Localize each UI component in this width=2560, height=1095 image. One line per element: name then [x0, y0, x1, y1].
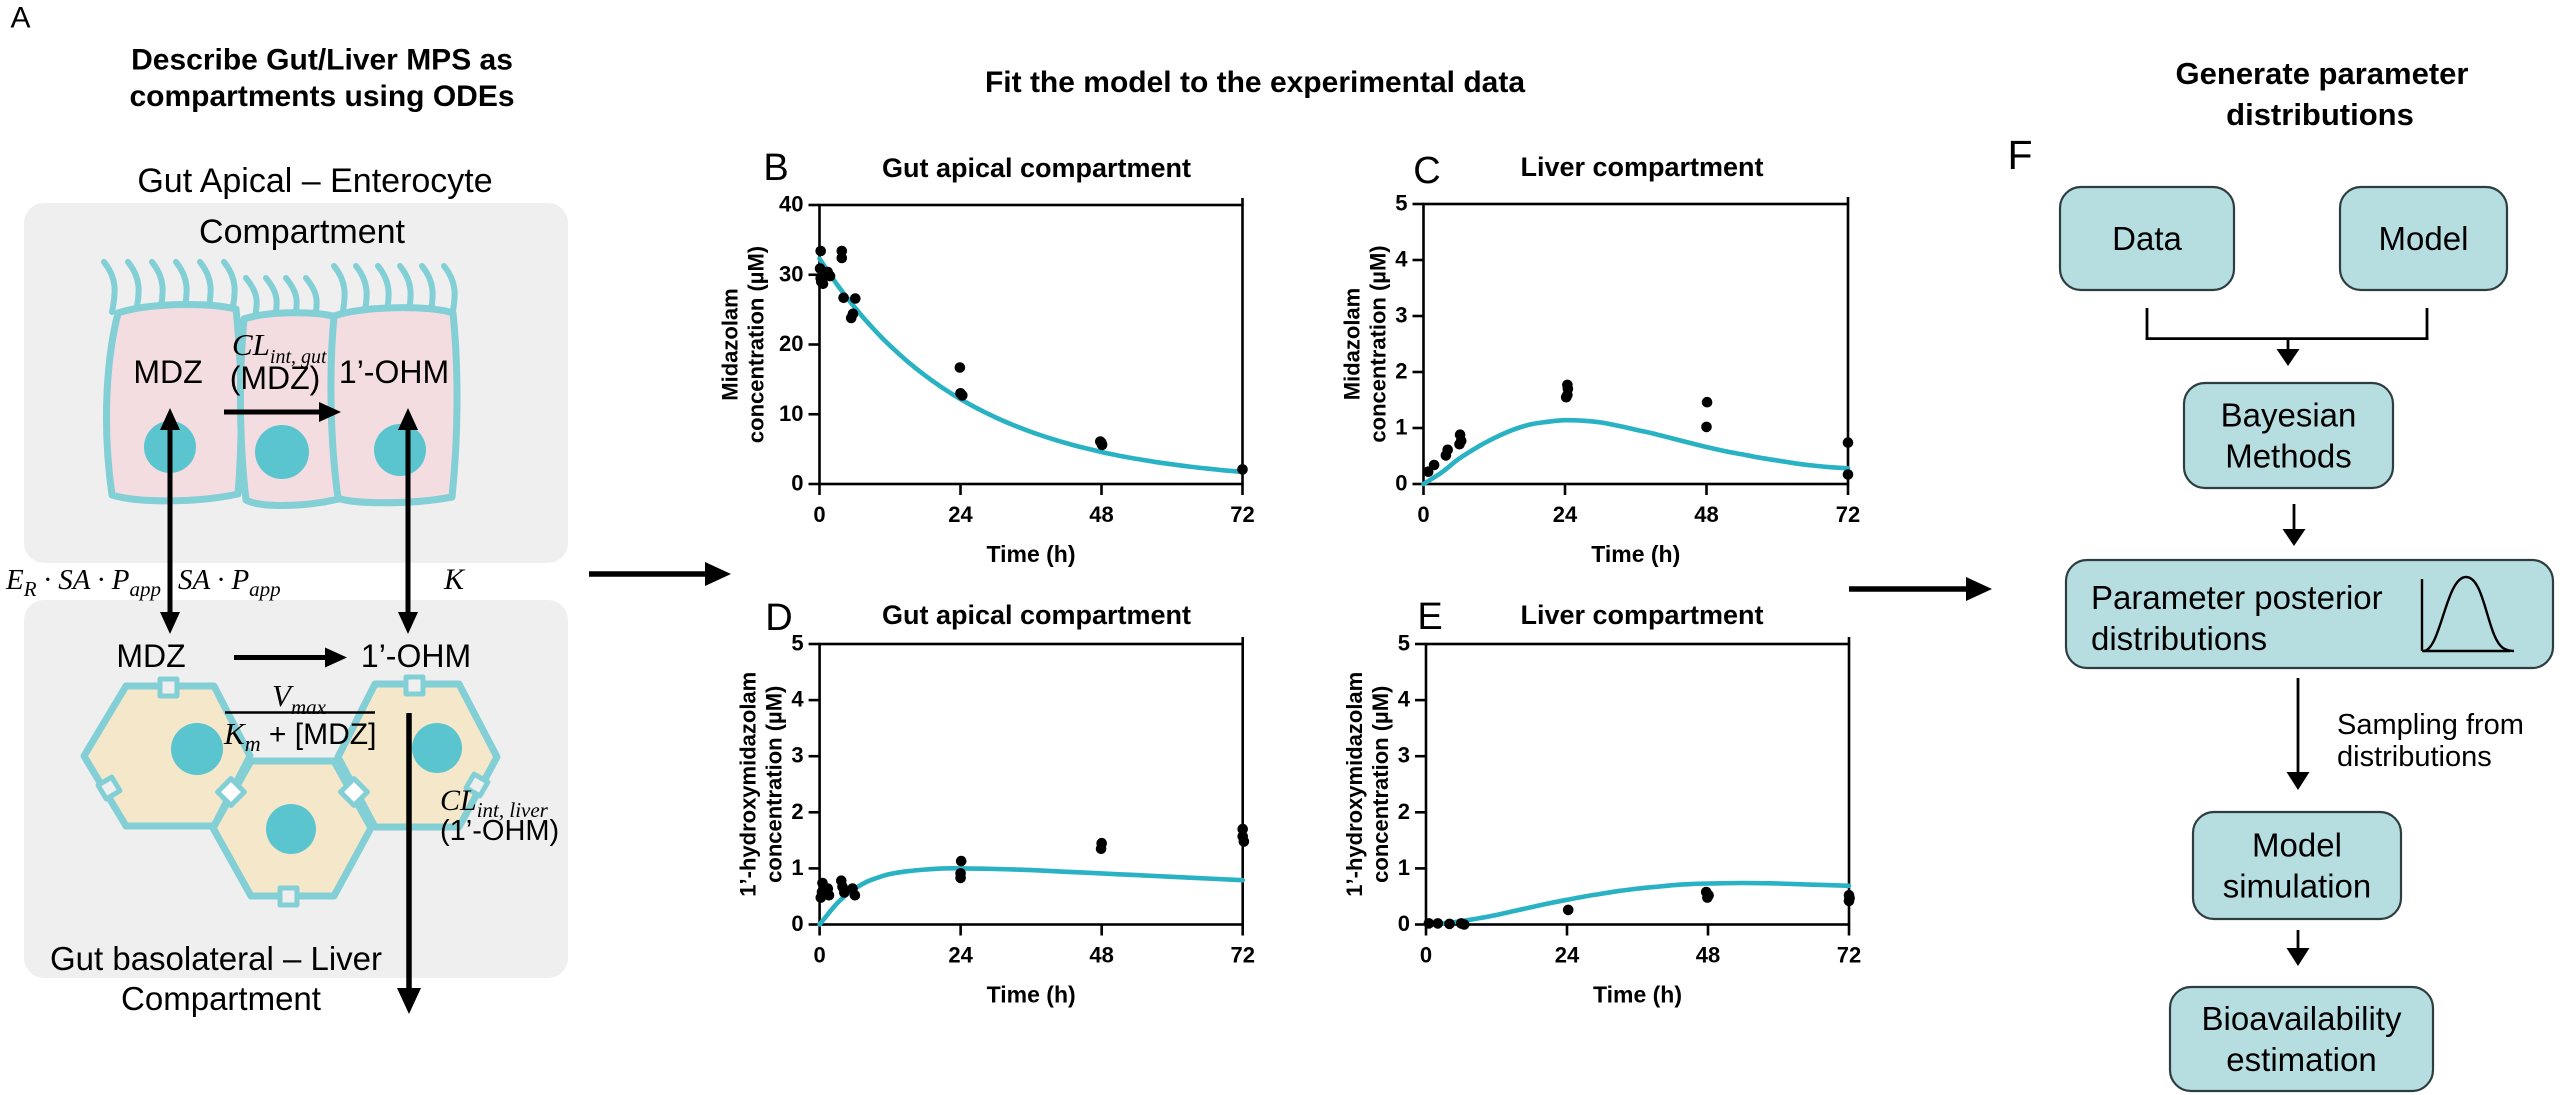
- svg-text:B: B: [763, 147, 788, 189]
- svg-text:D: D: [765, 597, 792, 639]
- svg-text:F: F: [2007, 132, 2032, 178]
- svg-text:Time (h): Time (h): [986, 541, 1075, 567]
- svg-text:0: 0: [1420, 943, 1432, 968]
- svg-text:Compartment: Compartment: [199, 213, 406, 251]
- svg-text:Sampling from: Sampling from: [2337, 709, 2524, 741]
- svg-text:0: 0: [791, 471, 803, 496]
- svg-text:Bioavailability: Bioavailability: [2202, 1000, 2402, 1037]
- svg-text:concentration (µM): concentration (µM): [1366, 245, 1391, 442]
- svg-text:(MDZ): (MDZ): [230, 360, 321, 396]
- svg-text:Gut basolateral – Liver: Gut basolateral – Liver: [50, 940, 382, 977]
- svg-text:ER · SA · Papp: ER · SA · Papp: [5, 564, 161, 601]
- svg-text:Generate parameter: Generate parameter: [2176, 56, 2469, 91]
- svg-text:Gut Apical – Enterocyte: Gut Apical – Enterocyte: [137, 162, 492, 200]
- svg-text:1’-OHM: 1’-OHM: [361, 638, 471, 674]
- svg-text:0: 0: [1395, 471, 1407, 496]
- svg-text:0: 0: [813, 502, 825, 527]
- svg-text:10: 10: [779, 401, 803, 426]
- svg-text:48: 48: [1696, 943, 1720, 968]
- svg-text:distributions: distributions: [2337, 741, 2492, 773]
- svg-text:Midazolam: Midazolam: [1340, 288, 1365, 400]
- svg-text:24: 24: [1553, 502, 1578, 527]
- svg-text:1’-hydroxymidazolam: 1’-hydroxymidazolam: [1342, 672, 1367, 897]
- svg-text:0: 0: [1398, 911, 1410, 936]
- svg-text:72: 72: [1230, 502, 1254, 527]
- svg-text:48: 48: [1089, 943, 1113, 968]
- svg-text:72: 72: [1230, 943, 1254, 968]
- svg-text:30: 30: [779, 261, 803, 286]
- svg-text:concentration (µM): concentration (µM): [1368, 686, 1393, 883]
- svg-text:Describe Gut/Liver MPS as: Describe Gut/Liver MPS as: [131, 44, 513, 77]
- svg-text:1: 1: [791, 855, 803, 880]
- svg-text:E: E: [1417, 596, 1442, 638]
- svg-text:Gut apical compartment: Gut apical compartment: [882, 600, 1191, 630]
- svg-text:Fit the model to the experimen: Fit the model to the experimental data: [985, 66, 1525, 99]
- svg-text:Midazolam: Midazolam: [718, 288, 743, 400]
- svg-text:4: 4: [791, 687, 804, 712]
- svg-text:Liver compartment: Liver compartment: [1520, 600, 1763, 630]
- svg-text:40: 40: [779, 192, 803, 217]
- svg-text:3: 3: [1398, 743, 1410, 768]
- svg-text:Km + [MDZ]: Km + [MDZ]: [223, 716, 376, 756]
- svg-text:Model: Model: [2379, 220, 2469, 257]
- svg-text:1’-OHM: 1’-OHM: [339, 354, 449, 390]
- svg-text:Compartment: Compartment: [121, 980, 321, 1017]
- svg-text:72: 72: [1837, 943, 1861, 968]
- svg-text:24: 24: [1555, 943, 1580, 968]
- svg-text:5: 5: [1395, 191, 1407, 216]
- svg-text:20: 20: [779, 331, 803, 356]
- svg-text:concentration (µM): concentration (µM): [744, 246, 769, 443]
- svg-text:K: K: [443, 563, 466, 596]
- svg-text:distributions: distributions: [2226, 97, 2414, 132]
- svg-text:Time (h): Time (h): [987, 982, 1076, 1008]
- svg-text:5: 5: [791, 631, 803, 656]
- svg-text:MDZ: MDZ: [116, 638, 185, 674]
- svg-text:(1’-OHM): (1’-OHM): [440, 815, 559, 847]
- svg-text:24: 24: [948, 943, 973, 968]
- svg-text:72: 72: [1836, 502, 1860, 527]
- svg-text:Methods: Methods: [2225, 438, 2352, 475]
- svg-text:2: 2: [1398, 799, 1410, 824]
- svg-text:4: 4: [1395, 247, 1408, 272]
- svg-text:5: 5: [1398, 631, 1410, 656]
- svg-text:Bayesian: Bayesian: [2221, 397, 2357, 434]
- svg-text:24: 24: [948, 502, 973, 527]
- svg-text:Data: Data: [2112, 220, 2182, 257]
- svg-text:0: 0: [791, 911, 803, 936]
- svg-text:2: 2: [791, 799, 803, 824]
- svg-text:estimation: estimation: [2226, 1041, 2376, 1078]
- svg-text:compartments using ODEs: compartments using ODEs: [129, 80, 514, 113]
- svg-text:4: 4: [1398, 687, 1411, 712]
- svg-text:1: 1: [1395, 415, 1407, 440]
- svg-text:MDZ: MDZ: [133, 354, 202, 390]
- svg-text:0: 0: [813, 943, 825, 968]
- svg-text:A: A: [10, 2, 30, 35]
- svg-text:2: 2: [1395, 359, 1407, 384]
- svg-text:48: 48: [1694, 502, 1718, 527]
- svg-text:simulation: simulation: [2223, 868, 2372, 905]
- svg-text:concentration (µM): concentration (µM): [762, 686, 787, 883]
- svg-text:1’-hydroxymidazolam: 1’-hydroxymidazolam: [736, 672, 761, 897]
- svg-text:Time (h): Time (h): [1593, 982, 1682, 1008]
- svg-text:Gut apical compartment: Gut apical compartment: [882, 153, 1191, 183]
- svg-text:3: 3: [1395, 303, 1407, 328]
- svg-text:Liver compartment: Liver compartment: [1520, 152, 1763, 182]
- svg-text:1: 1: [1398, 855, 1410, 880]
- svg-text:Parameter posterior: Parameter posterior: [2091, 579, 2383, 616]
- svg-text:0: 0: [1417, 502, 1429, 527]
- svg-text:distributions: distributions: [2091, 620, 2267, 657]
- svg-text:3: 3: [791, 743, 803, 768]
- svg-text:48: 48: [1089, 502, 1113, 527]
- svg-text:C: C: [1413, 150, 1440, 192]
- svg-text:Model: Model: [2252, 827, 2342, 864]
- svg-text:Time (h): Time (h): [1591, 541, 1680, 567]
